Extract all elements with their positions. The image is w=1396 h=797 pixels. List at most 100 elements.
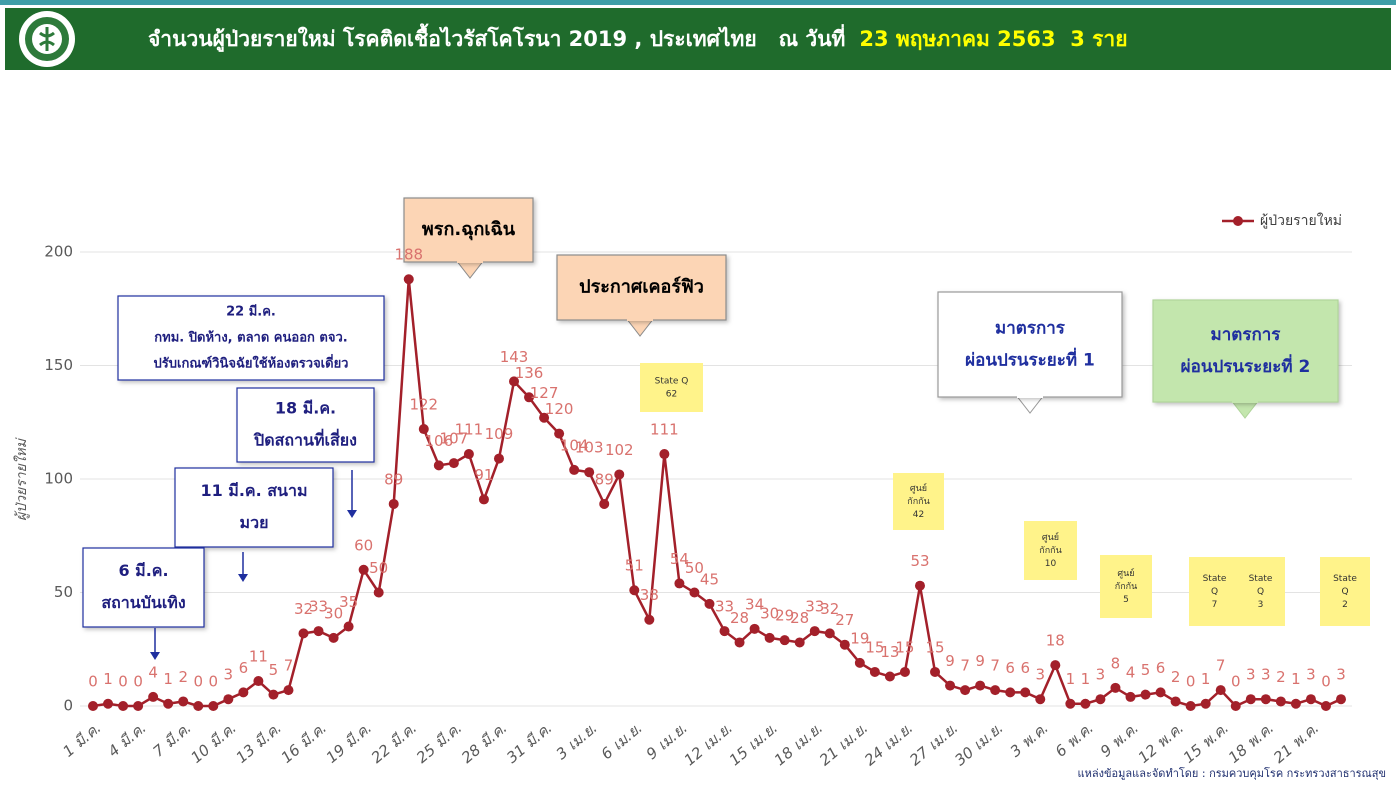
annotation-box bbox=[893, 473, 944, 530]
data-point bbox=[809, 626, 820, 637]
data-point bbox=[945, 680, 956, 691]
data-point bbox=[193, 701, 204, 711]
annotation-text: มาตรการ bbox=[1211, 325, 1282, 345]
annotation-text: ประกาศเคอร์ฟิว bbox=[579, 276, 704, 298]
y-tick-label: 50 bbox=[54, 583, 73, 601]
data-label: 3 bbox=[1096, 666, 1106, 684]
data-point bbox=[1336, 694, 1346, 705]
data-label: 13 bbox=[880, 643, 899, 661]
data-label: 1 bbox=[1066, 670, 1076, 688]
data-point bbox=[539, 412, 550, 423]
data-label: 104 bbox=[560, 436, 589, 454]
annotation-text: ศูนย์ bbox=[1117, 567, 1134, 579]
data-label: 2 bbox=[1276, 668, 1286, 686]
data-point bbox=[1050, 660, 1061, 671]
x-tick-label: 3 เม.ย. bbox=[553, 719, 601, 763]
annotation-text: Q bbox=[1257, 587, 1264, 597]
data-label: 50 bbox=[369, 559, 388, 577]
annotation-text: State bbox=[1249, 574, 1273, 584]
annotation-text: พรก.ฉุกเฉิน bbox=[422, 219, 516, 241]
annotation-text: State Q bbox=[655, 377, 689, 387]
data-point bbox=[253, 676, 264, 687]
data-point bbox=[749, 623, 760, 634]
data-label: 89 bbox=[595, 470, 614, 488]
data-point bbox=[358, 564, 369, 575]
annotation-text: Q bbox=[1211, 587, 1218, 597]
data-point bbox=[1080, 698, 1091, 709]
data-point bbox=[433, 460, 444, 471]
data-point bbox=[644, 614, 655, 625]
annotation-box bbox=[236, 387, 375, 463]
data-point bbox=[1095, 694, 1106, 705]
annotation-text: 18 มี.ค. bbox=[275, 399, 336, 418]
legend-marker bbox=[1233, 216, 1243, 226]
data-point bbox=[1275, 696, 1286, 707]
data-point bbox=[163, 698, 174, 709]
annotation-text: ผ่อนปรนระยะที่ 2 bbox=[1181, 354, 1311, 377]
data-label: 32 bbox=[820, 600, 839, 618]
data-point bbox=[704, 598, 715, 609]
annotation-text: กักกัน bbox=[907, 497, 930, 507]
data-label: 2 bbox=[1171, 668, 1181, 686]
data-label: 6 bbox=[1156, 659, 1166, 677]
annotation-box bbox=[937, 291, 1123, 398]
data-point bbox=[839, 639, 850, 650]
annotation-text: ศูนย์ bbox=[1042, 531, 1059, 543]
data-point bbox=[1005, 687, 1016, 698]
annotation-text: กักกัน bbox=[1039, 546, 1062, 556]
data-point bbox=[1110, 682, 1121, 693]
annotation-text: มวย bbox=[240, 513, 269, 532]
data-point bbox=[1020, 687, 1031, 698]
data-label: 8 bbox=[1111, 654, 1121, 672]
data-label: 1 bbox=[1081, 670, 1091, 688]
data-point bbox=[869, 666, 880, 677]
data-label: 1 bbox=[163, 670, 173, 688]
data-point bbox=[975, 680, 986, 691]
annotation-text: ปรับเกณฑ์วินิจฉัยใช้ห้องตรวจเดี่ยว bbox=[154, 354, 349, 372]
x-tick-label: 19 มี.ค. bbox=[323, 719, 375, 767]
data-label: 143 bbox=[500, 348, 529, 366]
data-label: 103 bbox=[575, 439, 604, 457]
data-point bbox=[1245, 694, 1256, 705]
x-tick-label: 6 เม.ย. bbox=[598, 719, 646, 763]
x-tick-label: 31 มี.ค. bbox=[503, 719, 555, 767]
data-label: 1 bbox=[103, 670, 113, 688]
annotation: State Q 62 bbox=[640, 363, 703, 412]
data-label: 6 bbox=[239, 659, 249, 677]
y-axis-title: ผู้ป่วยรายใหม่ bbox=[13, 437, 30, 521]
data-point bbox=[343, 621, 354, 632]
x-tick-label: 6 พ.ค. bbox=[1052, 719, 1097, 761]
data-label: 3 bbox=[224, 666, 234, 684]
annotation-box bbox=[117, 295, 385, 381]
data-label: 30 bbox=[760, 604, 779, 622]
data-label: 30 bbox=[324, 604, 343, 622]
data-point bbox=[148, 691, 159, 702]
annotation: State Q 3 bbox=[1236, 557, 1285, 626]
data-point bbox=[884, 671, 895, 682]
annotation-box bbox=[1236, 557, 1285, 626]
annotation-text: 3 bbox=[1258, 600, 1264, 610]
annotation-text: ศูนย์ bbox=[910, 482, 927, 494]
data-label: 120 bbox=[545, 400, 574, 418]
data-point bbox=[88, 701, 98, 711]
data-label: 60 bbox=[354, 536, 373, 554]
data-label: 3 bbox=[1036, 666, 1046, 684]
x-tick-label: 1 มี.ค. bbox=[59, 719, 104, 761]
data-label: 53 bbox=[910, 552, 929, 570]
x-tick-label: 12 พ.ค. bbox=[1135, 719, 1187, 767]
data-point bbox=[854, 657, 865, 668]
data-label: 5 bbox=[1141, 661, 1151, 679]
annotation-box bbox=[1189, 557, 1240, 626]
x-tick-label: 28 มี.ค. bbox=[458, 719, 510, 767]
data-point bbox=[118, 701, 129, 711]
data-point bbox=[689, 587, 700, 598]
data-label: 0 bbox=[1321, 673, 1331, 691]
data-point bbox=[328, 632, 339, 643]
data-label: 3 bbox=[1336, 666, 1346, 684]
annotation-box bbox=[1152, 299, 1339, 403]
data-label: 127 bbox=[530, 384, 559, 402]
data-point bbox=[674, 578, 685, 589]
